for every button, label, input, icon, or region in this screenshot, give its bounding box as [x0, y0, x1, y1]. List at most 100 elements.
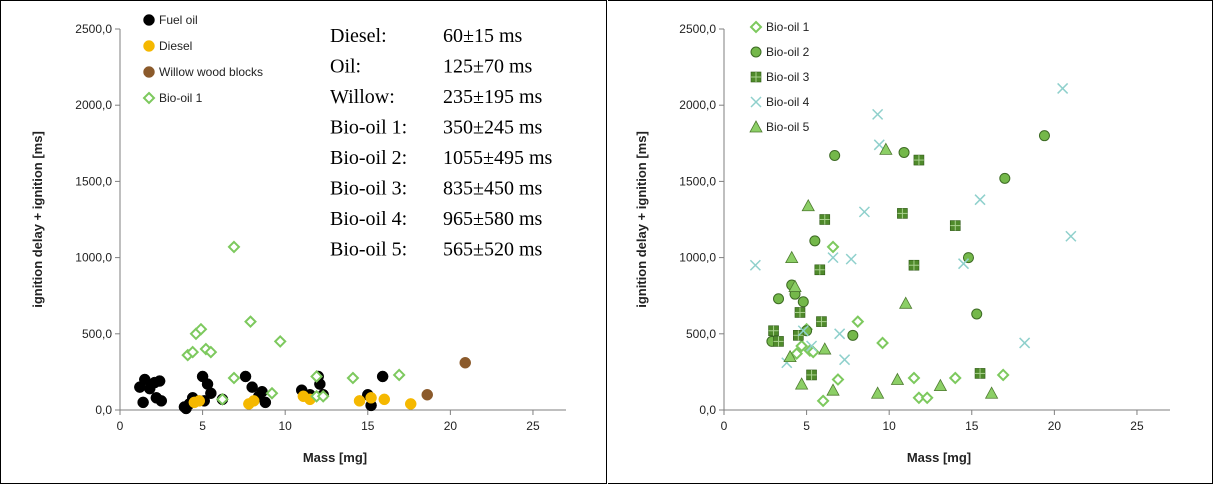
series-bio-oil-4: [749, 82, 1077, 369]
y-tick-label: 1000,0: [75, 251, 112, 265]
legend-label: Diesel: [159, 39, 192, 53]
data-point: [847, 329, 859, 341]
data-point: [839, 354, 851, 366]
data-point: [801, 198, 815, 212]
data-point: [984, 386, 999, 399]
data-point: [999, 172, 1011, 184]
data-point: [879, 142, 893, 155]
y-tick-label: 1000,0: [679, 251, 716, 265]
data-point: [876, 336, 889, 350]
data-point: [872, 108, 884, 120]
data-point: [797, 325, 809, 337]
data-point: [404, 398, 417, 410]
data-point: [205, 387, 217, 399]
annotation-label: Bio-oil 2:: [330, 147, 407, 169]
series-diesel: [188, 390, 417, 410]
x-tick-label: 10: [279, 419, 293, 433]
data-point: [974, 194, 986, 206]
data-point: [870, 386, 885, 399]
data-point: [899, 296, 913, 309]
data-point: [785, 250, 799, 264]
series-bio-oil-1: [181, 240, 406, 406]
legend-marker: [750, 46, 762, 58]
data-point: [773, 293, 785, 305]
data-point: [421, 389, 433, 401]
legend-marker: [750, 71, 762, 83]
data-point: [768, 325, 779, 337]
legend-marker: [143, 66, 155, 78]
data-point: [809, 235, 821, 247]
data-point: [819, 214, 831, 225]
x-tick-label: 10: [883, 419, 897, 433]
chart-panel-left: 0 5 10 15 20 25 0,0 500,0 1000,0 1500,0 2000,0 2500…: [0, 0, 607, 484]
data-point: [392, 368, 406, 382]
annotation-label: Bio-oil 4:: [330, 208, 407, 230]
data-point: [194, 322, 208, 336]
y-tick-label: 2500,0: [679, 22, 716, 36]
data-point: [971, 308, 983, 320]
data-point: [829, 149, 841, 161]
y-tick-label: 2000,0: [75, 98, 112, 112]
data-point: [1065, 230, 1077, 242]
data-point: [949, 220, 961, 231]
legend-marker: [143, 40, 155, 52]
data-point: [244, 315, 257, 329]
data-point: [346, 371, 360, 385]
legend-marker: [142, 91, 156, 105]
data-point: [834, 328, 846, 340]
x-tick-label: 20: [444, 419, 458, 433]
data-point: [788, 279, 802, 292]
data-point: [227, 371, 241, 385]
data-point: [873, 139, 885, 151]
data-point: [816, 394, 830, 408]
data-point: [920, 391, 934, 405]
y-tick-label: 2000,0: [679, 98, 716, 112]
data-point: [912, 391, 926, 405]
data-point: [773, 336, 784, 347]
data-point: [897, 208, 908, 219]
series-willow-wood-blocks: [421, 357, 471, 401]
data-point: [193, 395, 206, 407]
annotation-block: Diesel: 60±15 ms Oil: 125±70 ms Willow: 235±1…: [330, 25, 553, 261]
data-point: [826, 383, 840, 396]
data-point: [957, 258, 970, 270]
data-point: [256, 385, 268, 398]
legend-marker: [750, 96, 762, 108]
y-axis-title: ignition delay + ignition [ms]: [634, 131, 649, 308]
annotation-value: 1055±495 ms: [443, 147, 553, 169]
data-point: [913, 154, 925, 166]
y-tick-label: 1500,0: [679, 174, 716, 188]
data-point: [908, 259, 920, 271]
data-point: [783, 349, 797, 363]
data-point: [248, 395, 260, 407]
data-point: [365, 392, 377, 404]
data-point: [933, 378, 948, 392]
data-point: [797, 296, 809, 308]
data-point: [186, 345, 200, 359]
data-point: [1038, 130, 1050, 142]
legend-marker: [143, 14, 155, 26]
axes: 0 5 10 15 20 25 0,0 500,0 1000,0 1500,0 2000,0 2500…: [75, 22, 566, 433]
data-point: [814, 264, 826, 276]
data-point: [974, 368, 986, 379]
data-point: [376, 370, 389, 383]
x-tick-label: 5: [803, 419, 810, 433]
data-point: [227, 240, 241, 254]
data-point: [962, 252, 974, 264]
data-point: [273, 335, 287, 348]
data-point: [996, 368, 1010, 382]
data-point: [790, 347, 804, 361]
data-point: [826, 240, 840, 254]
y-tick-label: 500,0: [686, 327, 716, 341]
data-point: [1057, 82, 1069, 94]
legend-label: Bio-oil 5: [766, 120, 810, 134]
data-point: [204, 345, 218, 359]
data-point: [1019, 337, 1031, 349]
legend-marker: [749, 20, 763, 34]
data-point: [216, 392, 229, 406]
x-tick-label: 15: [361, 419, 375, 433]
x-tick-label: 15: [965, 419, 979, 433]
data-point: [795, 339, 809, 353]
chart-panel-right: 0 5 10 15 20 25 0,0 500,0 1000,0 1500,0 2000,0 2500…: [608, 0, 1213, 484]
x-tick-label: 0: [117, 419, 124, 433]
